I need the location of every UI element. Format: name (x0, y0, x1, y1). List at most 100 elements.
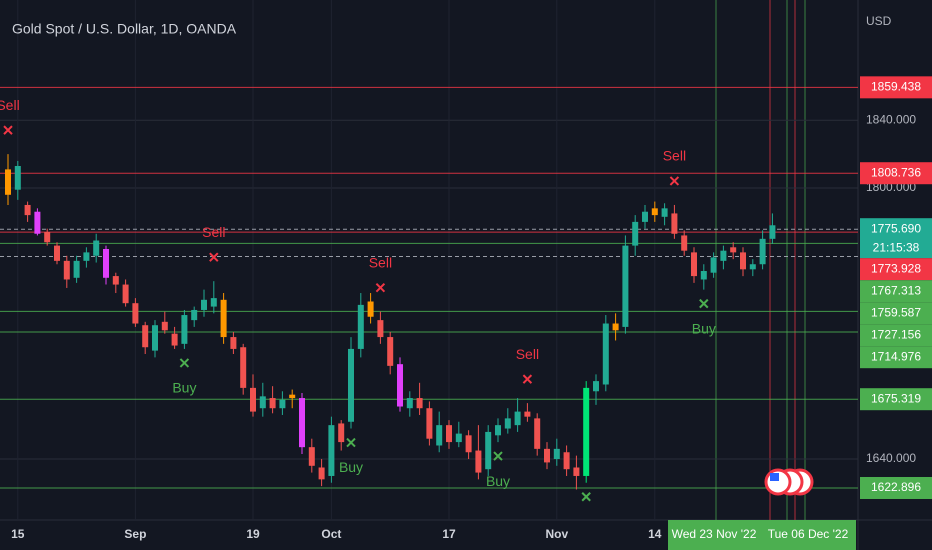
candle-body (161, 321, 168, 331)
candle-body (730, 247, 737, 253)
candle-body (446, 425, 452, 443)
candle-body (328, 425, 335, 476)
x-tick-label: 14 (648, 527, 662, 541)
candle-body (191, 309, 198, 321)
candle-body (553, 448, 560, 460)
plot: Sell Sell Sell Sell Sell Buy Buy Buy Buy (0, 0, 858, 520)
candle-body (406, 398, 413, 409)
candle-body (612, 323, 619, 331)
candle-body (44, 232, 51, 243)
signal-marker (3, 125, 13, 135)
candle-body (583, 387, 590, 476)
candle-body (436, 425, 443, 446)
candle-body (495, 425, 501, 436)
date-label: Wed 23 Nov '22 (672, 527, 757, 541)
signal-label: Sell (202, 224, 225, 240)
candle-body (250, 387, 256, 412)
signal-label: Sell (516, 346, 539, 362)
signal-label: Sell (0, 97, 20, 113)
level-label: 1859.438 (871, 80, 921, 94)
candle-body (593, 381, 599, 392)
candle-body (602, 323, 609, 385)
x-tick-label: 19 (246, 527, 260, 541)
signal-marker (669, 176, 680, 186)
signal-marker (493, 451, 503, 461)
candle-body (318, 467, 325, 480)
candle-body (289, 394, 296, 399)
candle-body (671, 213, 678, 234)
x-tick-label: Nov (545, 527, 568, 541)
candle-body (171, 333, 178, 346)
level-label: 1759.587 (871, 305, 921, 319)
flags (764, 468, 814, 496)
level-label-bg (860, 388, 932, 411)
candle-body (387, 337, 394, 366)
candle-body (73, 260, 80, 278)
date-label-bg (760, 520, 856, 550)
candle-body (230, 337, 237, 349)
candle-body (504, 418, 511, 429)
candle-body (34, 211, 41, 234)
candle-body (112, 276, 119, 285)
candle-body (201, 299, 207, 310)
candle-body (514, 411, 521, 426)
candle-body (769, 225, 776, 239)
chart-title: Gold Spot / U.S. Dollar, 1D, OANDA (12, 21, 237, 37)
candle-body (642, 211, 648, 222)
candle-body (622, 245, 629, 327)
candle-body (348, 348, 354, 422)
candle-body (544, 448, 550, 463)
y-tick-label: 1640.000 (866, 451, 916, 465)
signal-marker (346, 437, 356, 448)
candle-body (397, 364, 403, 407)
level-label-bg (860, 218, 932, 259)
signal-marker (209, 252, 219, 262)
candle-body (563, 452, 570, 470)
candle-body (534, 418, 541, 449)
candle-body (142, 325, 149, 348)
candle-body (338, 423, 345, 443)
candle-body (308, 447, 315, 466)
candle-body (485, 431, 492, 470)
x-tick-label: 17 (442, 527, 456, 541)
candle-body (632, 221, 639, 246)
level-label-bg (860, 258, 932, 281)
candle-body (681, 235, 688, 251)
candle-body (5, 169, 11, 195)
candle-body (152, 325, 158, 351)
date-label: Tue 06 Dec '22 (768, 527, 849, 541)
level-label-bg (860, 476, 932, 499)
candle-body (691, 252, 697, 277)
countdown-label: 21:15:38 (873, 240, 920, 254)
level-label-bg (860, 280, 932, 303)
candle-body (14, 165, 21, 190)
signal-marker (179, 358, 190, 368)
flag-canton (770, 473, 779, 481)
candle-body (455, 433, 462, 443)
candle-body (54, 245, 60, 261)
level-label: 1808.736 (871, 165, 921, 179)
level-label: 1773.928 (871, 261, 921, 275)
candle-body (426, 408, 433, 439)
candle-body (210, 298, 217, 307)
level-label: 1714.976 (871, 349, 921, 363)
signal-marker (375, 282, 386, 293)
candle-body (720, 250, 727, 261)
candle-body (122, 284, 129, 304)
signal-label: Buy (172, 380, 196, 396)
signal-label: Buy (486, 473, 510, 489)
signal-label: Sell (369, 254, 392, 270)
candle-body (181, 315, 188, 344)
candle-body (83, 252, 90, 261)
candle-body (759, 238, 766, 265)
signal-label: Buy (692, 320, 716, 336)
candle-body (475, 450, 482, 473)
candle-body (103, 248, 109, 278)
candle-body (710, 257, 717, 273)
candle-body (740, 252, 746, 270)
candle-body (63, 260, 70, 280)
level-label-bg (860, 302, 932, 325)
candle-body (269, 398, 276, 409)
x-tick-label: Oct (321, 527, 341, 541)
